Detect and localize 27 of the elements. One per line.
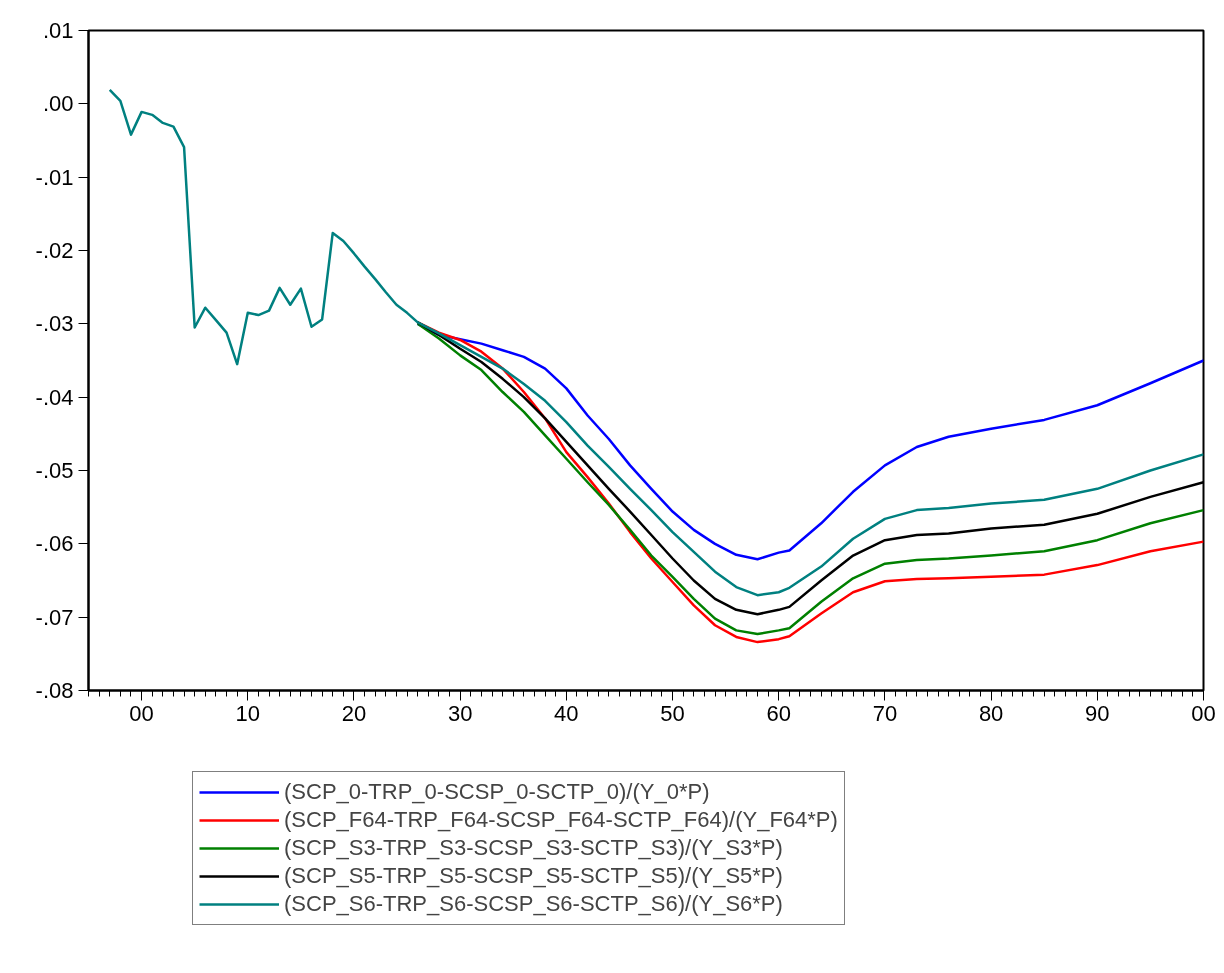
line-series (108, 88, 1204, 597)
y-tick-label: -.01 (35, 164, 74, 190)
y-tick-label: -.03 (35, 311, 74, 337)
x-tick-label: 70 (872, 700, 898, 726)
legend-label: (SCP_S3-TRP_S3-SCSP_S3-SCTP_S3)/(Y_S3*P) (284, 834, 783, 862)
x-tick-label: 00 (1191, 700, 1216, 726)
x-tick-label: 80 (978, 700, 1004, 726)
x-tick-label: 30 (447, 700, 473, 726)
y-tick-label: -.07 (35, 604, 74, 630)
legend-label: (SCP_S5-TRP_S5-SCSP_S5-SCTP_S5)/(Y_S5*P) (284, 862, 783, 890)
y-tick-label: -.02 (35, 238, 74, 263)
y-tick-label: -.05 (35, 458, 74, 483)
y-tick-label: .00 (42, 91, 74, 117)
x-tick-label: 60 (766, 700, 791, 726)
x-tick-label: 50 (660, 700, 685, 726)
y-tick-label: -.08 (35, 678, 74, 703)
legend-label: (SCP_F64-TRP_F64-SCSP_F64-SCTP_F64)/(Y_F64*P) (284, 806, 838, 834)
legend-label: (SCP_0-TRP_0-SCSP_0-SCTP_0)/(Y_0*P) (284, 778, 710, 806)
y-tick-label: .01 (42, 18, 74, 43)
x-tick-label: 20 (341, 700, 367, 726)
x-tick-label: 10 (235, 700, 261, 726)
legend-label: (SCP_S6-TRP_S6-SCSP_S6-SCTP_S6)/(Y_S6*P) (284, 890, 783, 918)
x-tick-label: 90 (1085, 700, 1110, 726)
x-tick-label: 00 (129, 700, 154, 726)
x-tick-label: 40 (554, 700, 579, 726)
y-tick-label: -.04 (35, 384, 74, 410)
y-tick-label: -.06 (35, 531, 74, 557)
